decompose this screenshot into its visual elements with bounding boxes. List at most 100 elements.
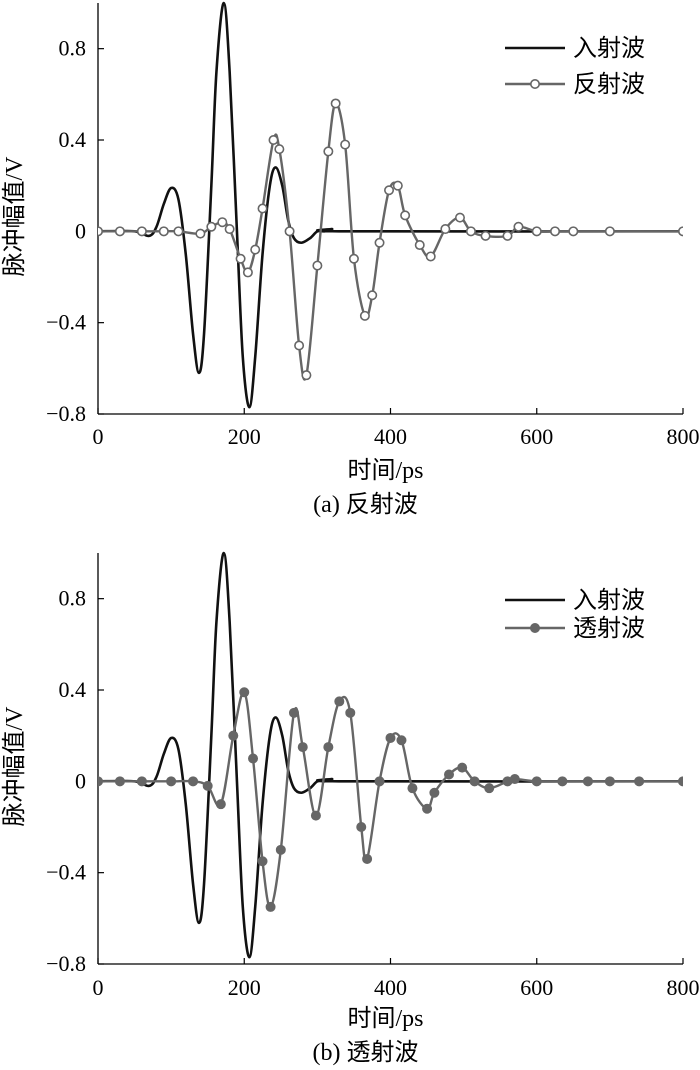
data-point bbox=[257, 856, 268, 867]
x-tick-label: 400 bbox=[374, 424, 407, 449]
data-point bbox=[114, 226, 125, 237]
data-point bbox=[224, 224, 235, 235]
data-point bbox=[310, 810, 321, 821]
data-point bbox=[604, 776, 615, 787]
data-point bbox=[374, 776, 385, 787]
data-point bbox=[568, 226, 579, 237]
y-tick-label: 0.8 bbox=[59, 586, 87, 611]
legend-label: 入射波 bbox=[573, 35, 645, 62]
data-point bbox=[288, 707, 299, 718]
data-point bbox=[334, 696, 345, 707]
data-point bbox=[215, 799, 226, 810]
data-point bbox=[265, 901, 276, 912]
data-point bbox=[195, 228, 206, 239]
y-tick-label: −0.8 bbox=[46, 401, 86, 426]
data-point bbox=[323, 146, 334, 157]
x-tick-label: 0 bbox=[93, 975, 104, 1000]
panel-caption: (a) 反射波 bbox=[313, 491, 418, 518]
data-point bbox=[385, 732, 396, 743]
data-point bbox=[275, 844, 286, 855]
x-tick-label: 800 bbox=[667, 975, 700, 1000]
data-point bbox=[392, 180, 403, 191]
chart-panel-2: 0 200 400 600 800 −0.8 −0.4 0 0.4 0.8 时间/ps 脉冲幅值/V (… bbox=[1, 551, 700, 1066]
data-point bbox=[206, 221, 217, 232]
x-axis-label: 时间/ps bbox=[347, 457, 423, 484]
series-line bbox=[98, 1, 683, 409]
data-point bbox=[509, 774, 520, 785]
data-point bbox=[400, 210, 411, 221]
data-point bbox=[257, 203, 268, 214]
series-2 bbox=[98, 687, 683, 912]
data-point bbox=[297, 742, 308, 753]
y-tick-label: 0.8 bbox=[59, 36, 87, 61]
x-tick-label: 200 bbox=[228, 975, 261, 1000]
data-point bbox=[634, 776, 645, 787]
data-point bbox=[356, 821, 367, 832]
data-point bbox=[235, 253, 246, 264]
data-point bbox=[323, 742, 334, 753]
data-point bbox=[173, 226, 184, 237]
data-point bbox=[502, 230, 513, 241]
legend-marker bbox=[529, 622, 540, 633]
y-axis-label: 脉冲幅值/V bbox=[1, 156, 28, 277]
data-point bbox=[531, 226, 542, 237]
data-point bbox=[557, 776, 568, 787]
data-point bbox=[678, 776, 683, 787]
data-point bbox=[396, 735, 407, 746]
y-tick-label: −0.4 bbox=[46, 860, 86, 885]
data-point bbox=[457, 762, 468, 773]
data-point bbox=[414, 240, 425, 251]
data-point bbox=[407, 783, 418, 794]
x-tick-label: 0 bbox=[93, 424, 104, 449]
data-point bbox=[202, 780, 213, 791]
data-point bbox=[348, 253, 359, 264]
data-point bbox=[367, 290, 378, 301]
x-tick-label: 200 bbox=[228, 424, 261, 449]
data-point bbox=[531, 776, 542, 787]
data-point bbox=[217, 217, 228, 228]
y-tick-label: −0.8 bbox=[46, 951, 86, 976]
y-tick-label: 0.4 bbox=[59, 677, 87, 702]
data-point bbox=[228, 730, 239, 741]
data-point bbox=[582, 776, 593, 787]
y-tick-label: −0.4 bbox=[46, 310, 86, 335]
data-point bbox=[330, 98, 341, 109]
y-tick-label: 0.4 bbox=[59, 127, 87, 152]
y-axis-label: 脉冲幅值/V bbox=[1, 706, 28, 827]
data-point bbox=[678, 226, 683, 237]
data-point bbox=[604, 226, 615, 237]
data-point bbox=[301, 370, 312, 381]
data-point bbox=[114, 776, 125, 787]
data-point bbox=[312, 260, 323, 271]
data-point bbox=[480, 230, 491, 241]
legend-label: 透射波 bbox=[573, 615, 645, 642]
panel-caption: (b) 透射波 bbox=[313, 1039, 419, 1066]
x-tick-label: 800 bbox=[667, 424, 700, 449]
data-point bbox=[425, 251, 436, 262]
series-line bbox=[98, 102, 683, 381]
data-point bbox=[242, 267, 253, 278]
data-point bbox=[158, 226, 169, 237]
data-point bbox=[166, 776, 177, 787]
data-point bbox=[188, 776, 199, 787]
y-tick-label: 0 bbox=[75, 218, 86, 243]
legend-label: 入射波 bbox=[573, 587, 645, 614]
chart-panel-1: 0 200 400 600 800 −0.8 −0.4 0 0.4 0.8 时间/ps 脉冲幅值/V (… bbox=[1, 1, 700, 518]
data-point bbox=[422, 803, 433, 814]
x-tick-label: 600 bbox=[520, 975, 553, 1000]
data-point bbox=[359, 310, 370, 321]
legend-marker bbox=[529, 79, 540, 90]
data-point bbox=[362, 853, 373, 864]
legend-label: 反射波 bbox=[573, 71, 645, 98]
series-2 bbox=[98, 98, 683, 381]
series-1 bbox=[98, 1, 683, 409]
data-point bbox=[284, 226, 295, 237]
x-tick-label: 400 bbox=[374, 975, 407, 1000]
data-point bbox=[98, 776, 103, 787]
data-point bbox=[429, 787, 440, 798]
data-point bbox=[340, 139, 351, 150]
data-point bbox=[294, 340, 305, 351]
data-point bbox=[268, 135, 279, 146]
